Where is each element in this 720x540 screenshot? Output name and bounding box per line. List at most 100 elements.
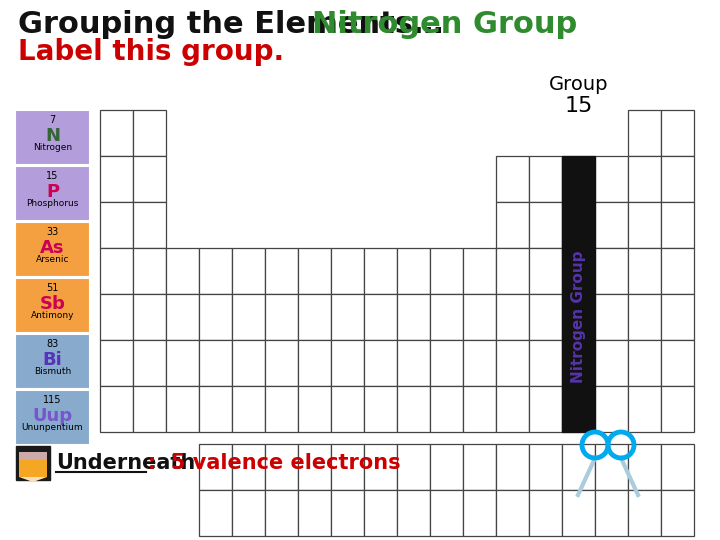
Bar <box>496 202 529 248</box>
Bar <box>529 386 562 432</box>
Bar <box>100 340 133 386</box>
Text: N: N <box>45 127 60 145</box>
Bar <box>100 248 133 294</box>
Text: Ununpentium: Ununpentium <box>22 423 84 432</box>
Bar <box>529 340 562 386</box>
Bar <box>364 340 397 386</box>
Bar <box>595 248 628 294</box>
Bar <box>265 386 298 432</box>
Bar <box>562 386 595 432</box>
Bar <box>529 490 562 536</box>
Bar <box>15 110 90 165</box>
Bar <box>628 294 661 340</box>
Bar <box>562 202 595 248</box>
Bar <box>265 340 298 386</box>
Bar <box>529 156 562 202</box>
Bar <box>100 294 133 340</box>
Bar <box>166 340 199 386</box>
Bar <box>496 386 529 432</box>
Bar <box>562 202 595 248</box>
Bar <box>232 444 265 490</box>
Bar <box>15 278 90 333</box>
Bar <box>463 248 496 294</box>
Bar <box>15 390 90 445</box>
Bar <box>166 248 199 294</box>
Bar <box>562 248 595 294</box>
Bar <box>133 156 166 202</box>
Text: Underneath: Underneath <box>56 453 195 473</box>
Bar <box>661 110 694 156</box>
Bar <box>529 202 562 248</box>
Bar <box>430 490 463 536</box>
Bar <box>595 340 628 386</box>
Bar <box>133 202 166 248</box>
Bar <box>133 294 166 340</box>
Bar <box>232 248 265 294</box>
Bar <box>232 294 265 340</box>
Bar <box>463 340 496 386</box>
Text: Phosphorus: Phosphorus <box>27 199 78 208</box>
Bar <box>331 386 364 432</box>
Bar <box>232 386 265 432</box>
Bar <box>298 386 331 432</box>
Bar <box>628 110 661 156</box>
Bar <box>100 386 133 432</box>
Bar <box>628 340 661 386</box>
Bar <box>562 156 595 202</box>
Bar <box>562 248 595 294</box>
Text: Arsenic: Arsenic <box>36 255 69 264</box>
Bar <box>529 294 562 340</box>
Bar <box>100 202 133 248</box>
Bar <box>232 490 265 536</box>
Bar <box>19 457 47 477</box>
Bar <box>364 248 397 294</box>
Text: 33: 33 <box>46 227 58 237</box>
Text: Bismuth: Bismuth <box>34 367 71 376</box>
Text: Label this group.: Label this group. <box>18 38 284 66</box>
Bar <box>331 294 364 340</box>
Bar <box>331 340 364 386</box>
Bar <box>133 340 166 386</box>
Bar <box>430 386 463 432</box>
Bar <box>199 490 232 536</box>
Text: Grouping the Elements…: Grouping the Elements… <box>18 10 444 39</box>
Polygon shape <box>19 477 47 482</box>
Bar <box>562 490 595 536</box>
Bar <box>265 490 298 536</box>
Text: 15: 15 <box>46 171 59 181</box>
Text: :  5 valence electrons: : 5 valence electrons <box>148 453 400 473</box>
Bar <box>661 386 694 432</box>
Bar <box>595 294 628 340</box>
Bar <box>562 294 595 340</box>
Bar <box>496 156 529 202</box>
Bar <box>331 490 364 536</box>
Bar <box>15 222 90 277</box>
Bar <box>430 444 463 490</box>
Bar <box>463 444 496 490</box>
Bar <box>595 490 628 536</box>
Bar <box>397 248 430 294</box>
Bar <box>298 294 331 340</box>
Bar <box>628 202 661 248</box>
Bar <box>133 386 166 432</box>
Bar <box>496 340 529 386</box>
Bar <box>661 340 694 386</box>
Bar <box>595 156 628 202</box>
Bar <box>529 248 562 294</box>
Bar <box>628 248 661 294</box>
Bar <box>430 248 463 294</box>
Text: 7: 7 <box>50 115 55 125</box>
Bar <box>265 294 298 340</box>
Bar <box>199 248 232 294</box>
Bar <box>496 490 529 536</box>
Bar <box>661 248 694 294</box>
Bar <box>100 156 133 202</box>
Bar <box>562 294 595 340</box>
Bar <box>100 110 133 156</box>
Bar <box>496 294 529 340</box>
Bar <box>199 386 232 432</box>
Text: Nitrogen Group: Nitrogen Group <box>571 251 586 383</box>
Bar <box>595 386 628 432</box>
Bar <box>463 490 496 536</box>
Bar <box>331 248 364 294</box>
